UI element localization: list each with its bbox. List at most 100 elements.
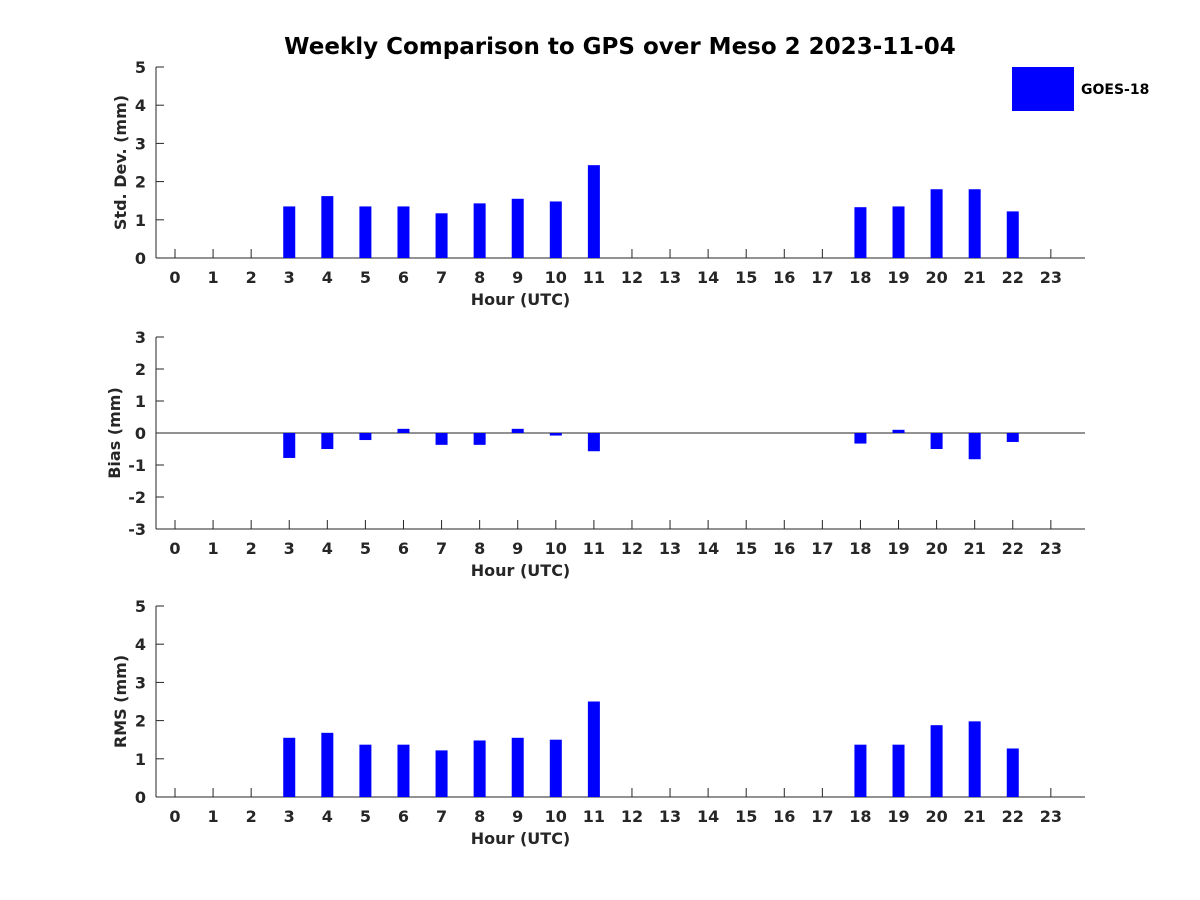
bias-y-axis-label: Bias (mm) (105, 387, 124, 479)
bias-x-tick-label: 12 (621, 539, 643, 558)
bias-x-tick-label: 2 (246, 539, 257, 558)
rms-bar (511, 737, 524, 797)
rms-y-tick-label: 0 (135, 788, 146, 807)
rms-bar (321, 732, 334, 797)
rms-x-tick-label: 13 (659, 807, 681, 826)
rms-x-tick-label: 10 (545, 807, 567, 826)
rms-x-tick-label: 2 (246, 807, 257, 826)
std-dev-x-tick-label: 12 (621, 268, 643, 287)
rms-x-tick-label: 23 (1040, 807, 1062, 826)
std-dev-x-tick-label: 15 (735, 268, 757, 287)
std-dev-x-tick-label: 7 (436, 268, 447, 287)
rms-x-tick-label: 15 (735, 807, 757, 826)
rms-x-tick-label: 18 (849, 807, 871, 826)
bias-y-tick-label: 0 (135, 424, 146, 443)
bias-x-tick-label: 13 (659, 539, 681, 558)
std-dev-bar (511, 198, 524, 258)
rms-x-tick-label: 7 (436, 807, 447, 826)
bias-bar (473, 433, 486, 445)
bias-x-tick-label: 6 (398, 539, 409, 558)
rms-bar (473, 740, 486, 797)
bias-x-tick-label: 20 (925, 539, 947, 558)
bias-bar (854, 433, 867, 444)
std-dev-x-tick-label: 10 (545, 268, 567, 287)
rms-x-tick-label: 1 (208, 807, 219, 826)
rms-x-tick-label: 20 (925, 807, 947, 826)
std-dev-x-tick-label: 19 (887, 268, 909, 287)
bias-bar (892, 429, 905, 433)
rms-y-tick-label: 1 (135, 750, 146, 769)
std-dev-x-tick-label: 23 (1040, 268, 1062, 287)
rms-x-tick-label: 11 (583, 807, 605, 826)
bias-bar (587, 433, 600, 452)
bias-bar (321, 433, 334, 449)
bias-bar (435, 433, 448, 445)
bias-x-tick-label: 3 (284, 539, 295, 558)
rms-x-tick-label: 22 (1002, 807, 1024, 826)
bias-x-tick-label: 17 (811, 539, 833, 558)
bias-x-tick-label: 23 (1040, 539, 1062, 558)
bias-y-tick-label: -2 (128, 488, 146, 507)
rms-y-axis-label: RMS (mm) (111, 655, 130, 748)
rms-x-tick-label: 17 (811, 807, 833, 826)
std-dev-y-tick-label: 3 (135, 134, 146, 153)
bias-x-tick-label: 9 (512, 539, 523, 558)
bias-x-tick-label: 8 (474, 539, 485, 558)
std-dev-bar (930, 189, 943, 258)
rms-y-tick-label: 3 (135, 673, 146, 692)
bias-bar (968, 433, 981, 460)
bias-x-tick-label: 1 (208, 539, 219, 558)
std-dev-x-tick-label: 9 (512, 268, 523, 287)
figure-title: Weekly Comparison to GPS over Meso 2 202… (284, 34, 956, 60)
std-dev-x-tick-label: 8 (474, 268, 485, 287)
std-dev-x-tick-label: 5 (360, 268, 371, 287)
rms-x-tick-label: 6 (398, 807, 409, 826)
std-dev-y-tick-label: 5 (135, 58, 146, 77)
rms-x-tick-label: 8 (474, 807, 485, 826)
std-dev-y-tick-label: 1 (135, 211, 146, 230)
std-dev-bar (854, 207, 867, 258)
std-dev-x-tick-label: 20 (925, 268, 947, 287)
std-dev-x-tick-label: 1 (208, 268, 219, 287)
bias-bar (1006, 433, 1019, 442)
rms-bar (397, 744, 410, 797)
std-dev-y-axis-label: Std. Dev. (mm) (111, 95, 130, 230)
rms-bar (892, 744, 905, 797)
rms-x-tick-label: 4 (322, 807, 333, 826)
bias-x-tick-label: 16 (773, 539, 795, 558)
rms-bar (930, 725, 943, 797)
bias-x-axis-label: Hour (UTC) (471, 561, 571, 580)
bias-x-tick-label: 0 (169, 539, 180, 558)
bias-x-tick-label: 22 (1002, 539, 1024, 558)
std-dev-x-tick-label: 4 (322, 268, 333, 287)
std-dev-x-tick-label: 17 (811, 268, 833, 287)
std-dev-bar (587, 165, 600, 258)
rms-bar (587, 701, 600, 797)
bias-x-tick-label: 18 (849, 539, 871, 558)
bias-bar (511, 428, 524, 433)
bias-y-tick-label: 3 (135, 328, 146, 347)
std-dev-x-tick-label: 0 (169, 268, 180, 287)
bias-bar (397, 428, 410, 433)
rms-bar (359, 744, 372, 797)
bias-x-tick-label: 11 (583, 539, 605, 558)
bias-y-tick-label: -1 (128, 456, 146, 475)
std-dev-bar (321, 196, 334, 258)
std-dev-bar (1006, 211, 1019, 258)
rms-x-tick-label: 5 (360, 807, 371, 826)
rms-bar (549, 739, 562, 797)
std-dev-x-tick-label: 18 (849, 268, 871, 287)
rms-bar (968, 721, 981, 797)
rms-x-tick-label: 3 (284, 807, 295, 826)
bias-x-tick-label: 14 (697, 539, 719, 558)
bias-x-tick-label: 7 (436, 539, 447, 558)
rms-x-tick-label: 0 (169, 807, 180, 826)
std-dev-y-tick-label: 4 (135, 96, 146, 115)
bias-bar (930, 433, 943, 449)
std-dev-bar (435, 213, 448, 258)
std-dev-bar (549, 201, 562, 258)
std-dev-x-axis-label: Hour (UTC) (471, 290, 571, 309)
rms-bar (283, 737, 296, 797)
rms-x-tick-label: 16 (773, 807, 795, 826)
